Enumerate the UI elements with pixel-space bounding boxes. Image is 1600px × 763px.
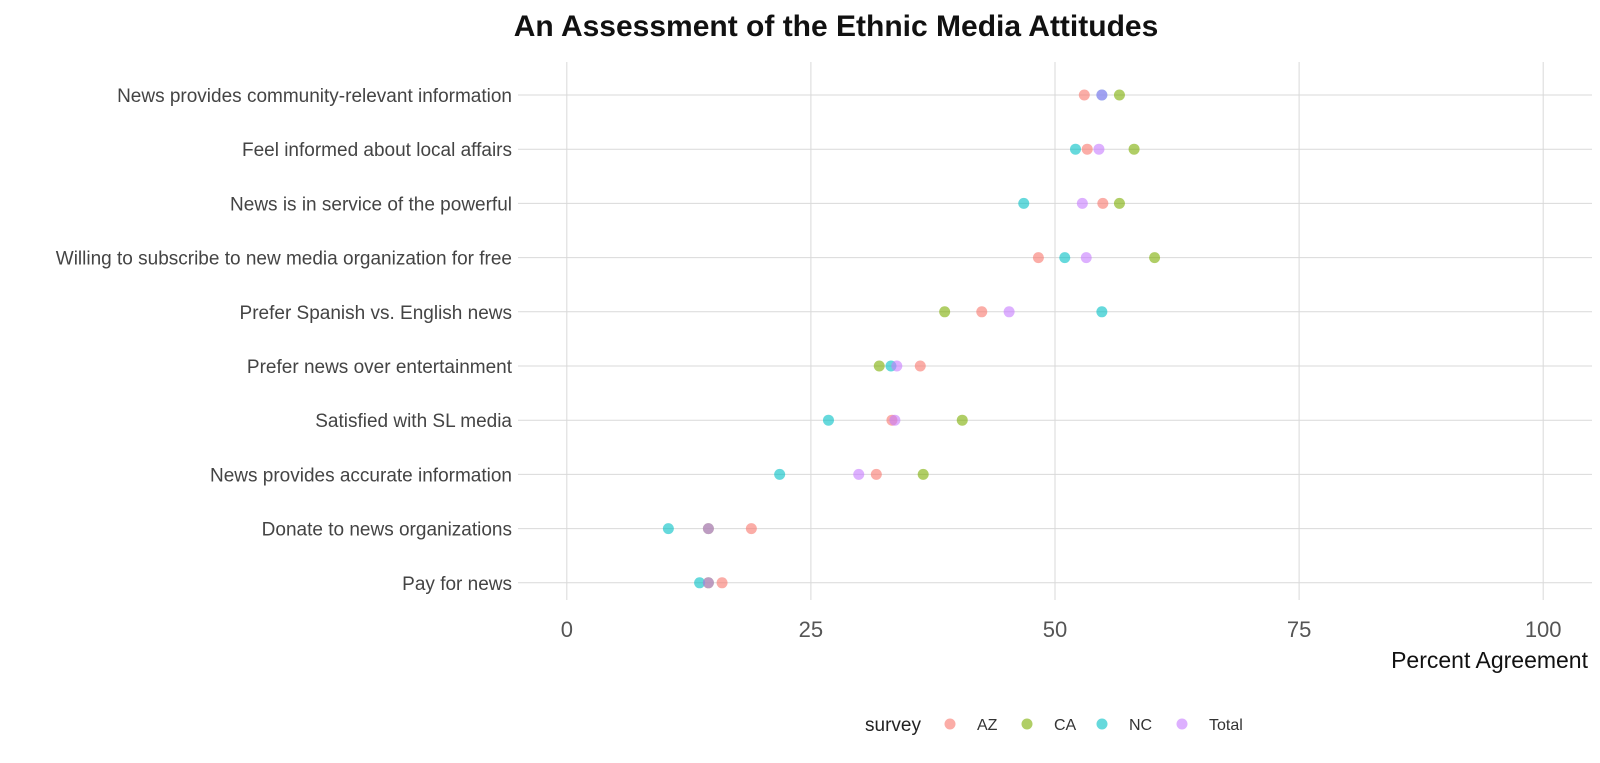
category-label: News provides accurate information <box>210 465 512 486</box>
data-point <box>889 414 901 426</box>
data-point <box>702 523 714 535</box>
data-point <box>694 577 706 589</box>
legend-label-ca: CA <box>1054 717 1077 734</box>
data-point <box>1032 252 1044 264</box>
legend-title: survey <box>865 715 921 736</box>
data-point <box>822 414 834 426</box>
data-point <box>976 306 988 318</box>
data-point <box>1128 143 1140 155</box>
x-tick-label: 50 <box>1043 617 1067 642</box>
data-point <box>956 414 968 426</box>
legend-label-total: Total <box>1209 717 1243 734</box>
series-az <box>716 89 1109 589</box>
category-label: Prefer Spanish vs. English news <box>240 303 512 324</box>
horizontal-gridlines <box>518 94 1592 584</box>
data-point <box>1113 89 1125 101</box>
series-nc <box>662 89 1108 589</box>
x-tick-label: 0 <box>561 617 573 642</box>
legend-key-ca <box>1021 718 1033 730</box>
x-tick-label: 25 <box>799 617 823 642</box>
series-total <box>702 89 1108 589</box>
data-point <box>1149 252 1161 264</box>
legend-label-nc: NC <box>1129 717 1152 734</box>
data-point <box>1076 197 1088 209</box>
data-point <box>1059 252 1071 264</box>
legend-key-nc <box>1096 718 1108 730</box>
category-label: Satisfied with SL media <box>315 411 512 432</box>
data-point <box>1003 306 1015 318</box>
data-point <box>1093 143 1105 155</box>
data-point <box>1096 89 1108 101</box>
data-point <box>917 468 929 480</box>
legend-label-az: AZ <box>977 717 998 734</box>
x-tick-label: 100 <box>1525 617 1562 642</box>
data-point <box>1113 197 1125 209</box>
data-point <box>1097 197 1109 209</box>
legend: survey AZ CA NC Total <box>865 715 1243 736</box>
data-point <box>891 360 903 372</box>
data-point <box>662 523 674 535</box>
data-point <box>1081 143 1093 155</box>
data-point <box>914 360 926 372</box>
category-label: Pay for news <box>402 574 512 595</box>
data-point <box>774 468 786 480</box>
data-points <box>662 89 1161 589</box>
data-point <box>702 577 714 589</box>
category-label: Feel informed about local affairs <box>242 140 512 161</box>
vertical-gridlines <box>566 62 1544 600</box>
chart-title: An Assessment of the Ethnic Media Attitu… <box>514 10 1159 43</box>
category-label: News provides community-relevant informa… <box>117 86 512 107</box>
category-label: Willing to subscribe to new media organi… <box>56 249 512 270</box>
data-point <box>1096 306 1108 318</box>
data-point <box>873 360 885 372</box>
data-point <box>939 306 951 318</box>
x-axis-tick-labels: 0 25 50 75 100 <box>561 617 1562 642</box>
legend-key-az <box>944 718 956 730</box>
data-point <box>745 523 757 535</box>
x-axis-title: Percent Agreement <box>1391 647 1589 673</box>
category-axis-labels: News provides community-relevant informa… <box>56 86 513 595</box>
category-label: News is in service of the powerful <box>230 194 512 215</box>
data-point <box>1078 89 1090 101</box>
category-label: Prefer news over entertainment <box>247 357 513 378</box>
data-point <box>1018 197 1030 209</box>
legend-key-total <box>1176 718 1188 730</box>
data-point <box>1070 143 1082 155</box>
data-point <box>716 577 728 589</box>
category-label: Donate to news organizations <box>262 520 512 541</box>
series-ca <box>702 89 1161 589</box>
data-point <box>870 468 882 480</box>
x-tick-label: 75 <box>1287 617 1311 642</box>
data-point <box>853 468 865 480</box>
data-point <box>1080 252 1092 264</box>
